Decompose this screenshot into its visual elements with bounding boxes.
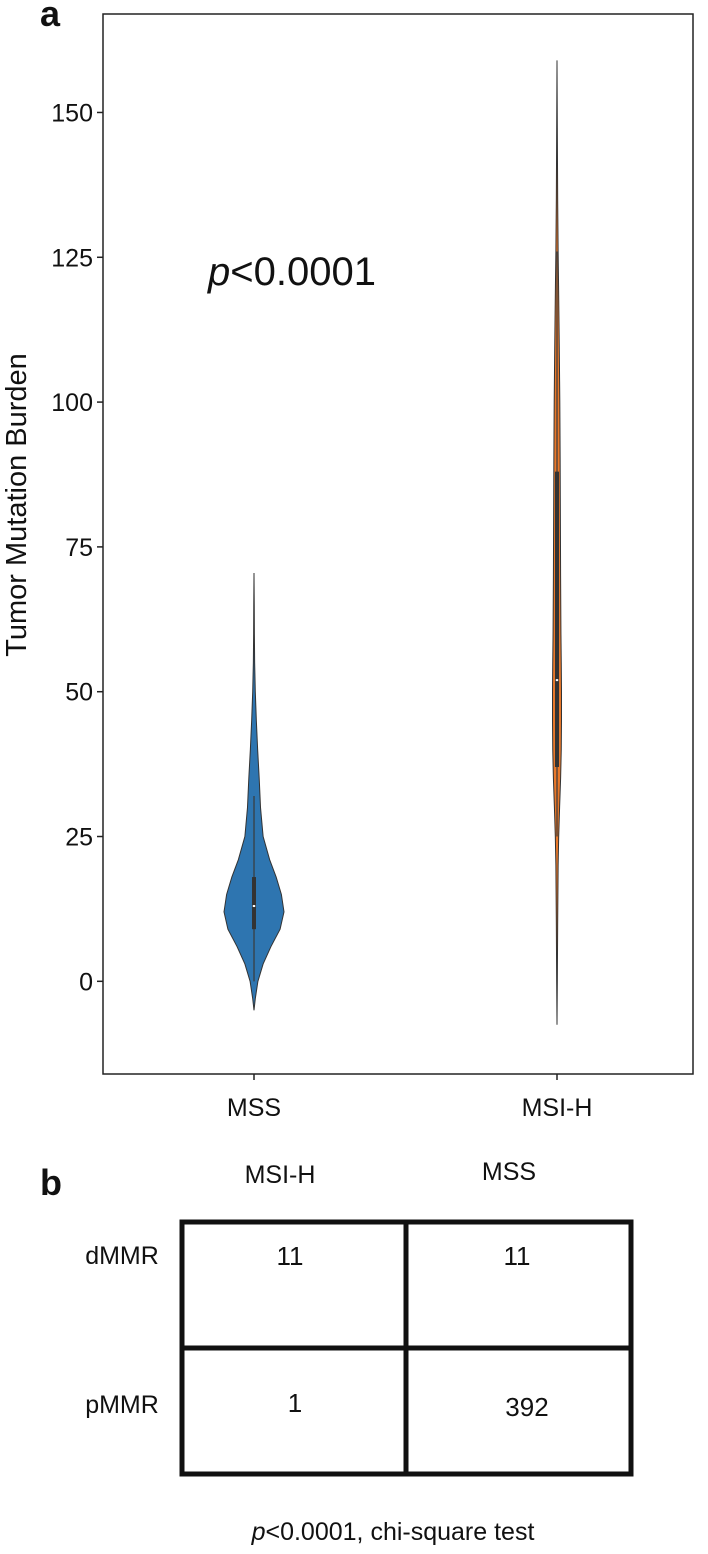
violin-mss [223, 572, 285, 1011]
table-col-header-1: MSI-H [245, 1161, 316, 1189]
table-cell-pmmr-mss: 392 [505, 1392, 548, 1422]
table-footnote: p<0.0001, chi-square test [251, 1518, 535, 1546]
table-row-label-pmmr: pMMR [85, 1391, 159, 1419]
violins [223, 60, 562, 1025]
p-value-rest: <0.0001 [230, 250, 376, 294]
footnote-rest: <0.0001, chi-square test [265, 1518, 534, 1546]
plot-frame [102, 13, 694, 1075]
y-tick-label: 125 [51, 244, 93, 272]
table-cell-dmmr-msih: 11 [277, 1241, 304, 1271]
y-tick-label: 0 [79, 968, 93, 996]
panel-a-label: a [40, 0, 61, 34]
x-tick-label: MSS [227, 1094, 281, 1122]
y-tick-label: 75 [65, 534, 93, 562]
table-col-header-2: MSS [482, 1158, 536, 1186]
footnote-italic: p [251, 1518, 266, 1546]
contingency-table [179, 1219, 634, 1477]
y-tick-label: 150 [51, 99, 93, 127]
y-axis: 0 25 50 75 100 125 150 [51, 99, 103, 996]
y-axis-label: Tumor Mutation Burden [1, 353, 33, 657]
p-value-annotation: p<0.0001 [207, 250, 376, 294]
y-tick-label: 100 [51, 389, 93, 417]
table-row-label-dmmr: dMMR [85, 1242, 159, 1270]
x-axis: MSS MSI-H [227, 1074, 593, 1122]
x-tick-label: MSI-H [522, 1094, 593, 1122]
y-tick-label: 50 [65, 679, 93, 707]
table-cell-dmmr-mss: 11 [504, 1241, 531, 1271]
panel-b-label: b [40, 1162, 62, 1203]
y-tick-label: 25 [65, 824, 93, 852]
p-value-italic: p [207, 250, 230, 294]
table-cell-pmmr-msih: 1 [288, 1388, 302, 1418]
